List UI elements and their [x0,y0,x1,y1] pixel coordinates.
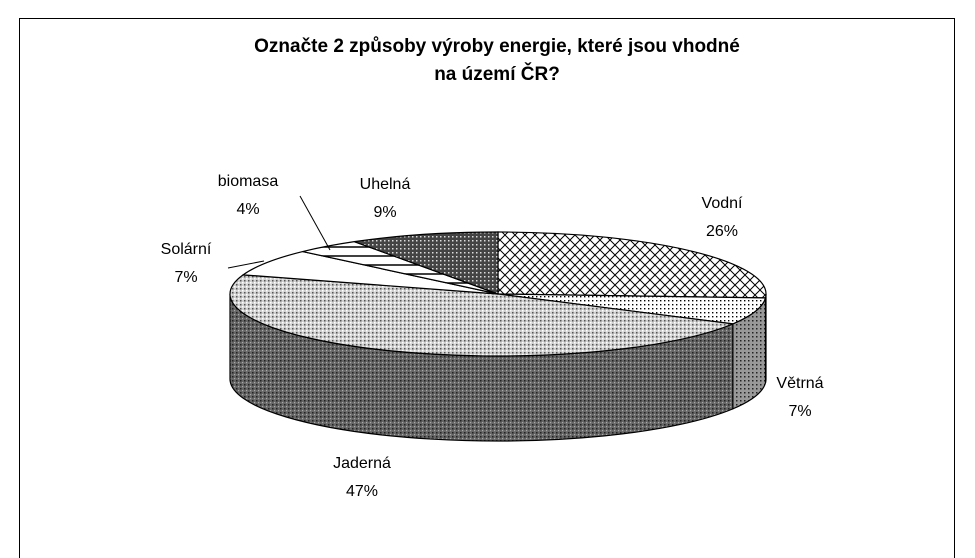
leader-line [227,260,265,269]
slice-value-label: 26% [706,223,738,240]
slice [241,250,499,295]
slice-label: Solární [161,241,212,258]
slice-value-label: 47% [346,483,378,500]
slice-value-label: 7% [788,403,811,420]
slice-value-label: 4% [236,201,259,218]
leader-line [299,195,331,251]
slice-label: Uhelná [360,176,411,193]
slice-label: Vodní [702,195,743,212]
slice [229,274,736,357]
slice-label: Větrná [776,375,823,392]
slice [354,231,499,295]
slice-label: biomasa [218,173,279,190]
slice-label: Jaderná [333,455,391,472]
slice-value-label: 9% [373,204,396,221]
slice [497,231,767,299]
chart-title: na území ČR? [434,63,560,85]
chart-title: Označte 2 způsoby výroby energie, které … [254,36,740,57]
slice-value-label: 7% [174,269,197,286]
